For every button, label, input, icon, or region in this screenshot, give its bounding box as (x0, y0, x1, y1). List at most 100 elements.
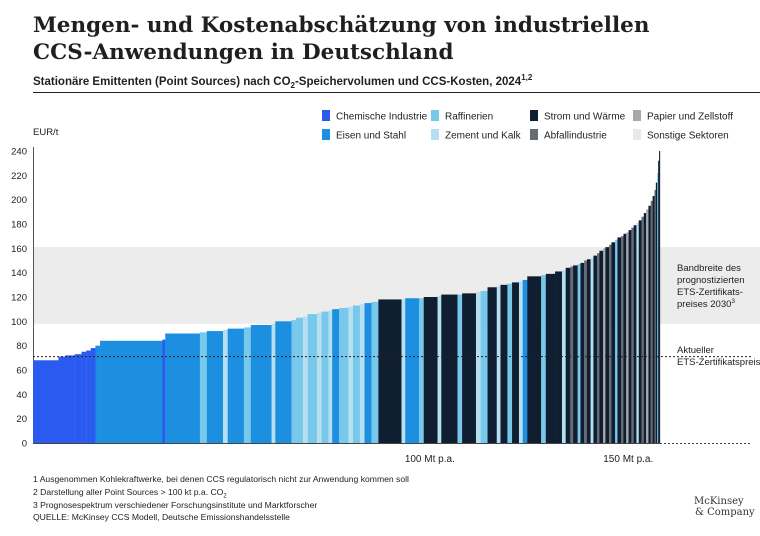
bar-74 (623, 233, 627, 443)
bar-66 (599, 250, 604, 443)
bar-23 (316, 312, 322, 443)
bar-81 (641, 216, 644, 443)
y-tick-80: 80 (16, 341, 27, 352)
bar-76 (628, 230, 632, 443)
bar-4 (81, 351, 87, 443)
bar-25 (328, 310, 333, 443)
footnote-2: 2 Darstellung aller Point Sources > 100 … (33, 487, 227, 500)
bar-40 (457, 294, 463, 443)
bar-49 (518, 281, 523, 443)
legend-label-zement: Zement und Kalk (445, 131, 522, 142)
bar-37 (423, 297, 438, 443)
bar-28 (348, 306, 354, 443)
legend-swatch-abfall (530, 129, 538, 140)
bar-10 (165, 333, 201, 443)
bar-21 (303, 316, 308, 443)
bar-29 (352, 305, 361, 443)
y-tick-200: 200 (11, 195, 27, 206)
bar-78 (633, 225, 637, 443)
bar-63 (590, 258, 594, 443)
legend-label-abfall: Abfallindustrie (544, 131, 607, 142)
title-divider (33, 92, 760, 93)
legend-swatch-papier (633, 110, 641, 121)
bar-19 (291, 320, 297, 443)
footnote-2-text: 2 Darstellung aller Point Sources > 100 … (33, 487, 224, 497)
bar-89 (657, 172, 659, 443)
bar-17 (271, 323, 276, 443)
bar-44 (487, 287, 497, 443)
bar-32 (371, 301, 379, 443)
bar-59 (577, 264, 581, 443)
bar-88 (655, 182, 658, 443)
page-title: Mengen- und Kostenabschätzung von indust… (33, 13, 650, 65)
legend-swatch-raff (431, 110, 439, 121)
bar-64 (593, 255, 598, 443)
bar-87 (654, 189, 656, 443)
y-tick-100: 100 (11, 317, 27, 328)
bar-24 (321, 311, 329, 443)
bar-69 (609, 244, 612, 443)
y-tick-160: 160 (11, 244, 27, 255)
footnote-2-subscript: 2 (223, 493, 227, 500)
bar-77 (631, 227, 634, 443)
legend-swatch-chemie (322, 110, 330, 121)
bar-13 (223, 329, 228, 443)
bar-82 (643, 213, 647, 443)
ets-band-label-line-3: ETS-Zertifikats- (677, 287, 743, 298)
y-tick-240: 240 (11, 147, 27, 158)
subtitle-footnote-marker: 1,2 (521, 73, 533, 82)
bar-16 (250, 324, 272, 443)
legend-label-papier: Papier und Zellstoff (647, 112, 733, 123)
bar-55 (561, 270, 566, 443)
bar-60 (580, 262, 585, 443)
footnote-1: 1 Ausgenommen Kohlekraftwerke, bei denen… (33, 474, 409, 484)
mckinsey-logo: McKinsey & Company (694, 496, 755, 518)
bar-50 (522, 279, 528, 443)
current-price-label-line-2: ETS-Zertifikatspreis (677, 357, 760, 368)
bar-68 (605, 247, 610, 443)
bar-58 (573, 265, 578, 443)
bar-79 (636, 222, 639, 443)
ets-band-label-line-2: prognostizierten (677, 275, 745, 286)
bar-72 (617, 237, 622, 443)
bar-48 (512, 282, 520, 443)
bar-26 (332, 309, 340, 443)
legend-label-sonstige: Sonstige Sektoren (647, 131, 729, 142)
bar-33 (378, 299, 402, 443)
bar-90 (658, 160, 660, 444)
y-tick-220: 220 (11, 171, 27, 182)
bar-51 (527, 276, 542, 443)
legend-swatch-sonstige (633, 129, 641, 140)
bar-0 (33, 360, 59, 443)
logo-line-1: McKinsey (694, 496, 744, 507)
bar-70 (611, 242, 616, 443)
bar-46 (500, 284, 508, 443)
bar-12 (206, 331, 224, 443)
bar-83 (646, 209, 649, 443)
source-note: QUELLE: McKinsey CCS Modell, Deutsche Em… (33, 512, 290, 522)
bar-65 (597, 253, 600, 443)
x-tick-150: 150 Mt p.a. (603, 454, 653, 465)
y-tick-140: 140 (11, 268, 27, 279)
bar-52 (541, 275, 546, 443)
bar-75 (626, 232, 629, 443)
bar-30 (359, 304, 365, 443)
y-tick-20: 20 (16, 414, 27, 425)
bar-84 (648, 205, 651, 443)
current-price-label-line-1: Aktueller (677, 345, 714, 356)
bar-53 (545, 273, 556, 443)
bar-45 (496, 286, 501, 443)
ets-band-footnote-marker: 3 (731, 298, 735, 305)
bar-35 (405, 298, 420, 443)
legend-label-raff: Raffinerien (445, 112, 493, 123)
bar-34 (401, 299, 406, 443)
bar-54 (555, 271, 563, 443)
bar-61 (584, 260, 588, 443)
subtitle-co2-subscript: 2 (290, 81, 295, 91)
bar-27 (339, 307, 349, 443)
y-tick-180: 180 (11, 220, 27, 231)
bar-73 (621, 236, 624, 443)
bar-43 (480, 290, 488, 443)
legend-swatch-eisen (322, 129, 330, 140)
